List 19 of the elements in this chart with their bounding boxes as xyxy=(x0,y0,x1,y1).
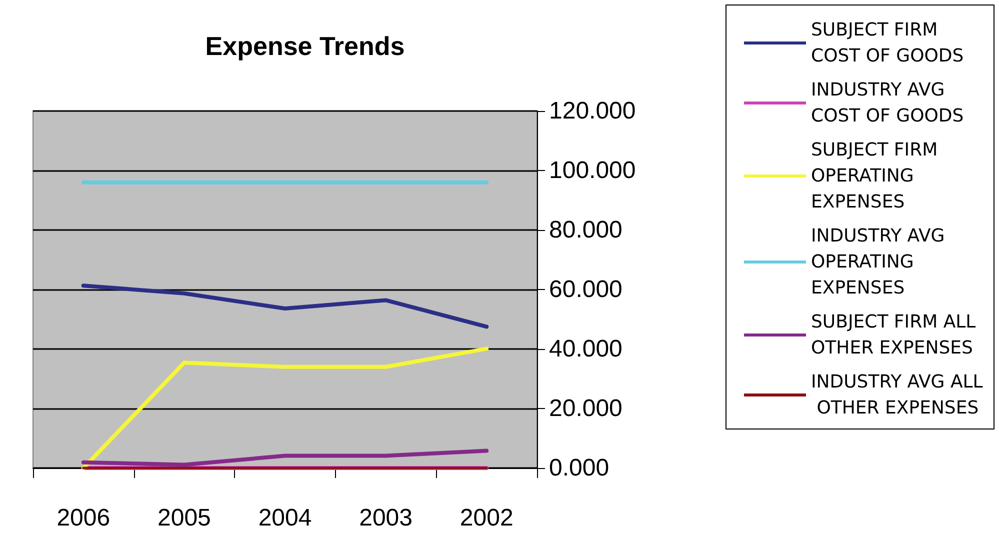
chart-title: Expense Trends xyxy=(205,31,405,61)
y-tick-label: 80.000 xyxy=(549,216,622,244)
legend-label: INDUSTRY AVG ALL OTHER EXPENSES xyxy=(811,372,983,418)
legend-label: SUBJECT FIRM OPERATING EXPENSES xyxy=(811,140,944,212)
y-tick-label: 40.000 xyxy=(549,336,622,362)
y-tick-label: 60.000 xyxy=(549,276,622,303)
x-tick-label: 2005 xyxy=(158,504,211,532)
legend-label: SUBJECT FIRM COST OF GOODS xyxy=(811,20,964,66)
x-tick-label: 2002 xyxy=(460,504,514,532)
x-tick-label: 2003 xyxy=(359,504,412,532)
legend-label: SUBJECT FIRM ALL OTHER EXPENSES xyxy=(811,312,982,358)
legend-label: INDUSTRY AVG OPERATING EXPENSES xyxy=(811,226,950,298)
y-tick-label: 0.000 xyxy=(549,454,610,482)
x-tick-label: 2004 xyxy=(258,504,312,532)
y-tick-label: 100.000 xyxy=(549,157,636,184)
legend-label: INDUSTRY AVG COST OF GOODS xyxy=(811,80,964,126)
x-tick-label: 2006 xyxy=(56,504,110,532)
y-tick-label: 120.000 xyxy=(549,98,636,124)
y-tick-label: 20.000 xyxy=(549,395,622,422)
